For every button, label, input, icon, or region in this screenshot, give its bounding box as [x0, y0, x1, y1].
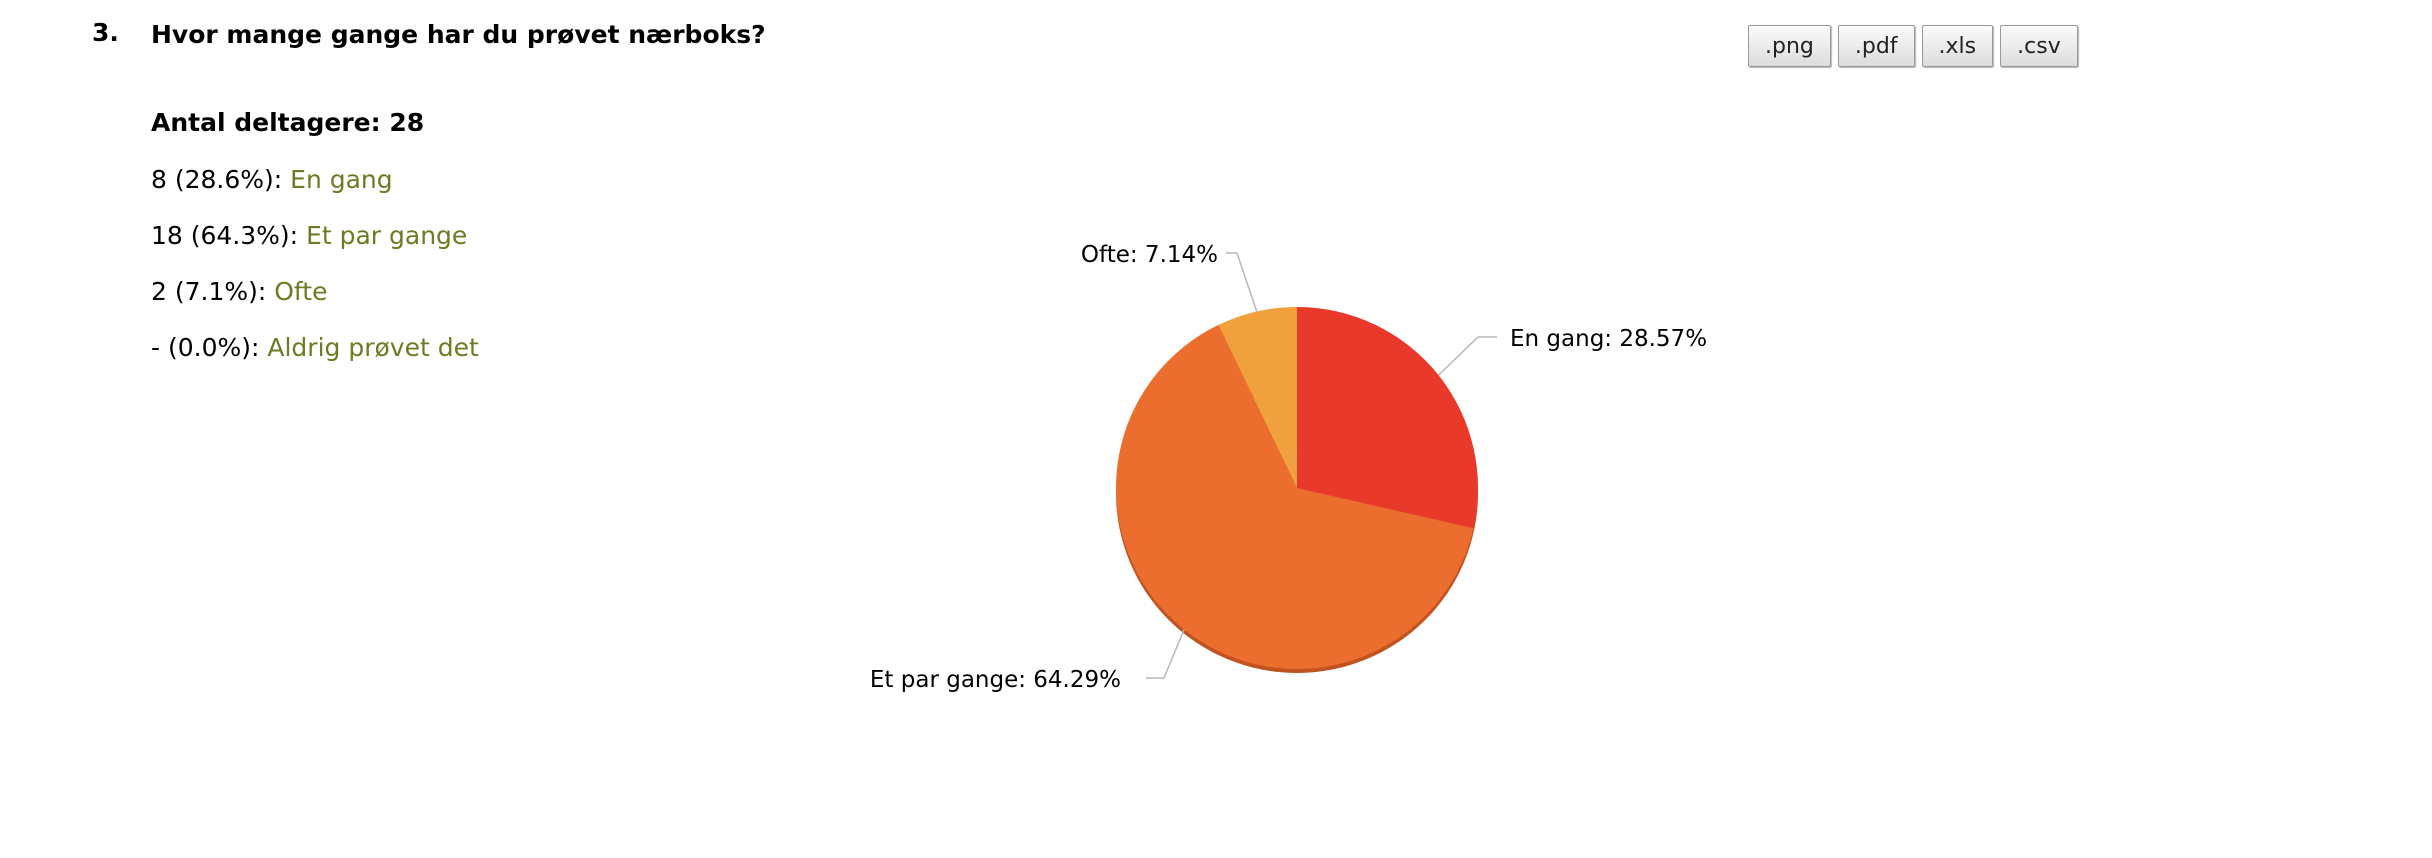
slice-connector-line: [1437, 336, 1497, 376]
question-title: Hvor mange gange har du prøvet nærboks?: [151, 20, 766, 49]
answer-row-aldrig: - (0.0%): Aldrig prøvet det: [151, 333, 479, 362]
slice-connector-line: [1226, 252, 1258, 312]
export-csv-button[interactable]: .csv: [2000, 25, 2078, 67]
export-xls-button[interactable]: .xls: [1921, 25, 1994, 67]
answer-label: Aldrig prøvet det: [267, 333, 479, 362]
answer-count: 8 (28.6%):: [151, 165, 283, 194]
slice-data-label: Et par gange: 64.29%: [870, 667, 1121, 693]
question-number: 3.: [92, 18, 119, 47]
pie-slice-en-gang: [1297, 307, 1478, 529]
pie-slice-ofte: [1218, 307, 1297, 488]
answer-row-ofte: 2 (7.1%): Ofte: [151, 277, 327, 306]
answer-row-et-par-gange: 18 (64.3%): Et par gange: [151, 221, 467, 250]
answer-label: Ofte: [274, 277, 328, 306]
answer-count: 2 (7.1%):: [151, 277, 267, 306]
answer-label: En gang: [290, 165, 393, 194]
export-toolbar: .png .pdf .xls .csv: [1748, 25, 2078, 67]
slice-data-label: Ofte: 7.14%: [1081, 242, 1218, 268]
export-png-button[interactable]: .png: [1748, 25, 1831, 67]
export-pdf-button[interactable]: .pdf: [1837, 25, 1915, 67]
slice-connector-line: [1146, 629, 1185, 679]
participant-count: Antal deltagere: 28: [151, 108, 425, 137]
answer-count: - (0.0%):: [151, 333, 260, 362]
pie-slice-et-par-gange: [1116, 324, 1474, 670]
answer-count: 18 (64.3%):: [151, 221, 299, 250]
answer-label: Et par gange: [306, 221, 468, 250]
slice-data-label: En gang: 28.57%: [1510, 326, 1707, 352]
answer-row-en-gang: 8 (28.6%): En gang: [151, 165, 393, 194]
